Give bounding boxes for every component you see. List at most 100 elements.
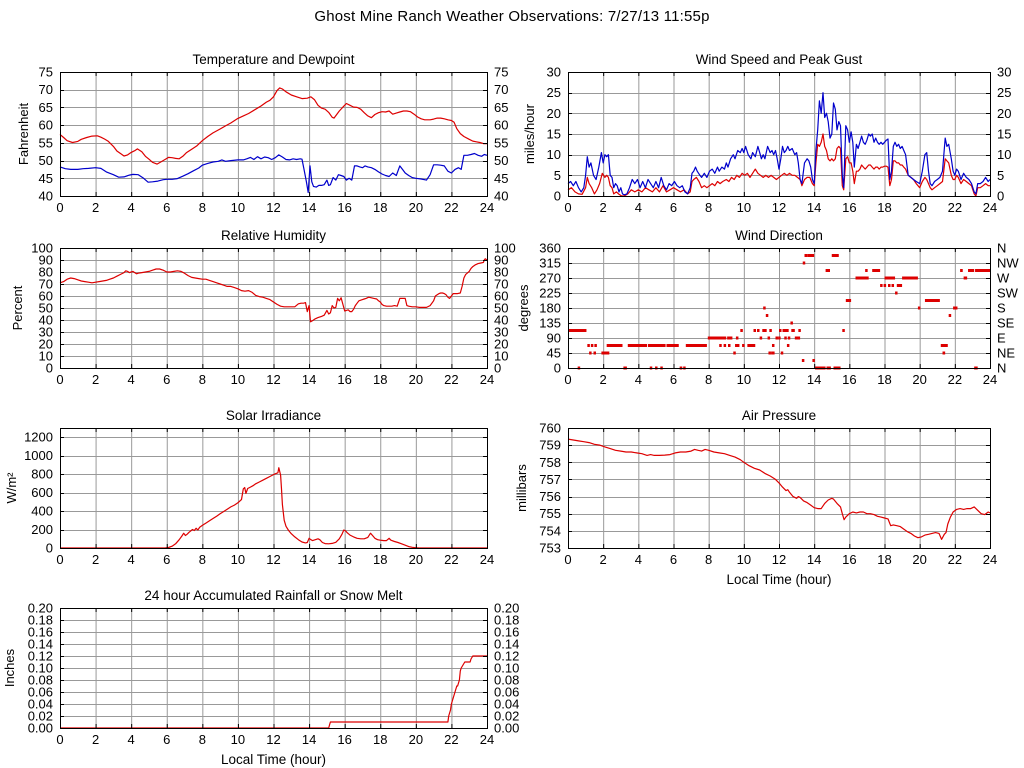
y-tick-label: 60 [39, 289, 53, 304]
x-tick-label: 4 [635, 552, 642, 567]
y-tick-label: 50 [39, 153, 53, 168]
y-tick-label: 0.06 [28, 685, 53, 700]
series-rain-accumulation [60, 655, 487, 729]
x-tick-label: 22 [948, 552, 962, 567]
x-tick-label: 24 [480, 732, 494, 747]
y-tick-label: 10 [547, 147, 561, 162]
y-tick-label-right: W [997, 271, 1010, 286]
y-tick-label: 270 [539, 271, 561, 286]
grid [60, 72, 488, 197]
x-tick-label: 10 [231, 732, 245, 747]
y-tick-label: 0.18 [28, 613, 53, 628]
x-tick-label: 14 [807, 372, 821, 387]
y-tick-label-right: 0.00 [494, 721, 519, 736]
axes-border [568, 428, 991, 549]
y-tick-label: 135 [539, 316, 561, 331]
x-tick-label: 18 [877, 200, 891, 215]
y-tick-label: 180 [539, 301, 561, 316]
chart-title: Solar Irradiance [226, 408, 321, 423]
axes-border [568, 248, 991, 369]
y-axis-label: W/m² [4, 472, 19, 504]
y-tick-label-right: N [997, 361, 1006, 376]
x-axis-label: Local Time (hour) [726, 572, 831, 587]
y-tick-label-right: 20 [494, 337, 508, 352]
y-tick-label: 0 [554, 189, 561, 204]
x-tick-label: 24 [480, 200, 494, 215]
y-tick-label-right: 50 [494, 301, 508, 316]
y-tick-label: 400 [31, 504, 53, 519]
x-tick-label: 6 [163, 372, 170, 387]
x-tick-label: 14 [807, 552, 821, 567]
x-tick-label: 12 [772, 552, 786, 567]
x-tick-label: 4 [635, 200, 642, 215]
y-tick-label: 90 [547, 331, 561, 346]
series-irradiance [60, 467, 487, 549]
x-tick-label: 12 [266, 552, 280, 567]
x-tick-label: 2 [600, 552, 607, 567]
x-tick-label: 20 [409, 200, 423, 215]
grid [568, 428, 991, 549]
y-tick-label-right: 70 [494, 82, 508, 97]
x-tick-label: 24 [983, 200, 997, 215]
x-tick-label: 8 [705, 200, 712, 215]
y-tick-label: 0.08 [28, 673, 53, 688]
y-tick-label-right: N [997, 241, 1006, 256]
x-tick-label: 10 [231, 200, 245, 215]
y-tick-label-right: 0.16 [494, 625, 519, 640]
y-tick-label: 65 [39, 100, 53, 115]
x-tick-label: 20 [409, 552, 423, 567]
x-tick-label: 0 [56, 372, 63, 387]
axes-border [60, 428, 488, 549]
y-tick-label: 40 [39, 189, 53, 204]
x-tick-label: 8 [199, 732, 206, 747]
x-tick-label: 22 [444, 732, 458, 747]
y-tick-label: 70 [39, 82, 53, 97]
x-tick-label: 0 [56, 732, 63, 747]
y-tick-label-right: 5 [997, 168, 1004, 183]
y-tick-label-right: S [997, 301, 1006, 316]
x-tick-label: 6 [670, 552, 677, 567]
y-tick-label: 0 [46, 361, 53, 376]
x-tick-label: 18 [373, 732, 387, 747]
y-tick-label: 754 [539, 523, 561, 538]
y-tick-label-right: 25 [997, 85, 1011, 100]
y-tick-label-right: 0.02 [494, 709, 519, 724]
x-tick-label: 18 [877, 552, 891, 567]
y-tick-label: 0.20 [28, 601, 53, 616]
y-tick-label-right: 30 [997, 65, 1011, 80]
y-tick-label: 90 [39, 253, 53, 268]
x-tick-label: 4 [128, 372, 135, 387]
x-tick-label: 6 [670, 200, 677, 215]
y-tick-label-right: 0.20 [494, 601, 519, 616]
x-tick-label: 24 [480, 372, 494, 387]
y-tick-label: 800 [31, 467, 53, 482]
y-tick-label: 50 [39, 301, 53, 316]
y-axis-label: Inches [2, 648, 17, 687]
x-tick-label: 16 [337, 372, 351, 387]
x-tick-label: 6 [670, 372, 677, 387]
y-tick-label: 0.12 [28, 649, 53, 664]
y-tick-label-right: 0.12 [494, 649, 519, 664]
y-tick-label-right: 0.10 [494, 661, 519, 676]
y-tick-label-right: NW [997, 256, 1019, 271]
y-tick-label-right: 50 [494, 153, 508, 168]
y-tick-label: 756 [539, 489, 561, 504]
x-tick-label: 20 [912, 372, 926, 387]
y-tick-label: 75 [39, 65, 53, 80]
x-tick-label: 12 [266, 200, 280, 215]
y-tick-label: 753 [539, 541, 561, 556]
y-tick-label: 5 [554, 168, 561, 183]
x-tick-label: 4 [635, 372, 642, 387]
series-dewpoint [59, 152, 488, 194]
y-tick-label-right: 100 [494, 241, 516, 256]
x-tick-label: 22 [948, 372, 962, 387]
x-tick-label: 2 [92, 732, 99, 747]
x-tick-label: 4 [128, 552, 135, 567]
